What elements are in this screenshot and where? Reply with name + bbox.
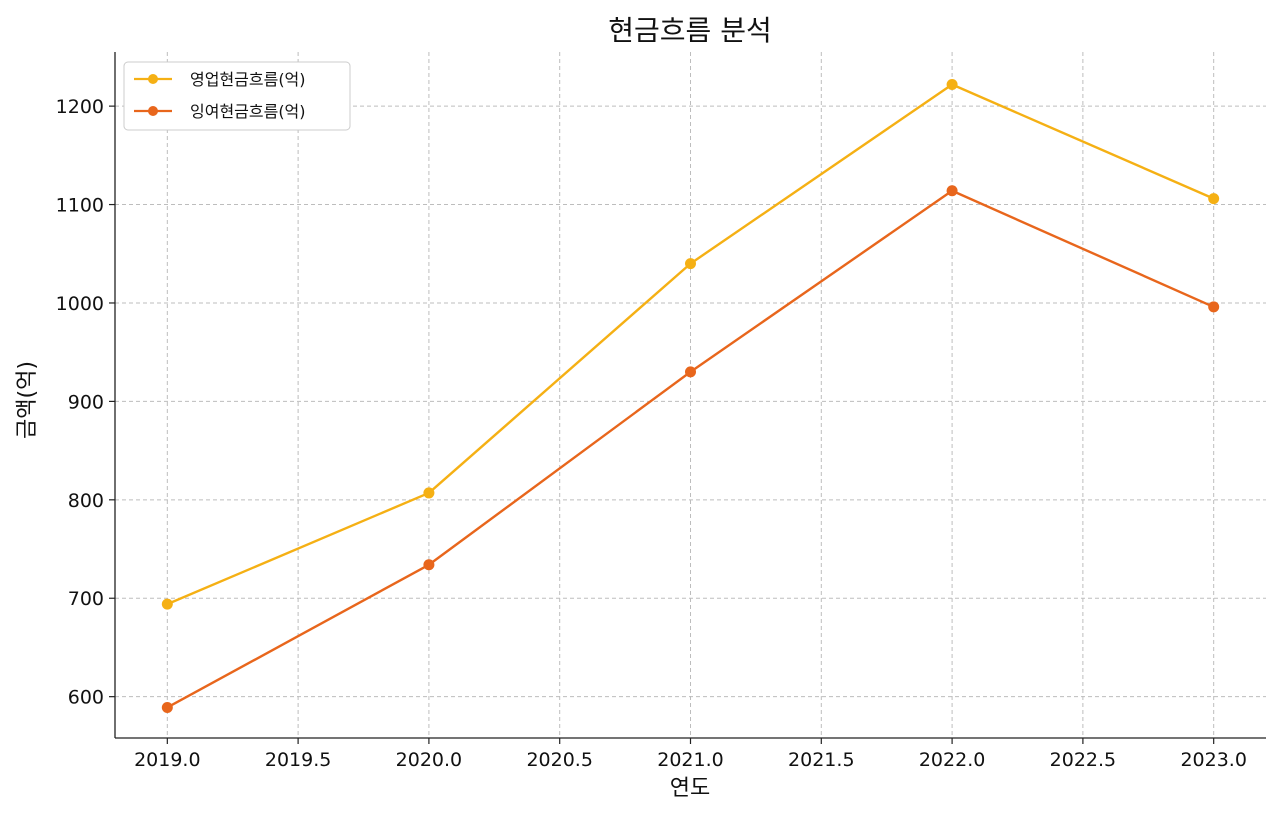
x-tick-label: 2020.5 xyxy=(526,749,592,771)
y-tick-label: 1000 xyxy=(56,293,104,315)
x-tick-label: 2022.0 xyxy=(919,749,985,771)
data-point-0 xyxy=(685,258,696,270)
chart-title: 현금흐름 분석 xyxy=(608,14,771,47)
legend-marker-free xyxy=(148,106,158,116)
data-point-0 xyxy=(161,598,173,610)
x-tick-label: 2019.0 xyxy=(134,749,200,771)
legend-box xyxy=(123,61,351,131)
legend-label-free: 잉여현금흐름(억) xyxy=(190,102,306,121)
legend-label-operating: 영업현금흐름(억) xyxy=(190,70,306,89)
data-point-1 xyxy=(685,366,696,378)
axes: 2019.0 2019.5 2020.0 2020.5 2021.0 2021.5 2022… xyxy=(56,52,1266,771)
y-tick-label: 900 xyxy=(68,391,104,413)
data-point-1 xyxy=(423,559,435,571)
y-tick-label: 1100 xyxy=(56,195,104,217)
data-point-0 xyxy=(1208,193,1220,205)
series xyxy=(161,78,1220,713)
y-tick-label: 1200 xyxy=(56,96,104,118)
x-tick-label: 2020.0 xyxy=(396,749,462,771)
data-point-1 xyxy=(946,185,958,197)
data-point-0 xyxy=(946,78,958,90)
series-line-0 xyxy=(166,83,1215,606)
legend-marker-operating xyxy=(148,74,158,84)
x-tick-label: 2019.5 xyxy=(265,749,331,771)
x-axis-label: 연도 xyxy=(670,776,710,801)
y-axis-label: 금액(억) xyxy=(15,361,40,439)
legend: 영업현금흐름(억) 잉여현금흐름(억) xyxy=(123,61,351,131)
x-tick-label: 2021.5 xyxy=(788,749,854,771)
data-point-0 xyxy=(423,487,435,499)
y-tick-label: 700 xyxy=(68,588,104,610)
x-tick-label: 2021.0 xyxy=(657,749,723,771)
data-point-1 xyxy=(1208,301,1220,313)
y-tick-label: 800 xyxy=(68,490,104,512)
data-point-1 xyxy=(161,701,173,713)
x-tick-label: 2022.5 xyxy=(1050,749,1116,771)
grid xyxy=(115,52,1266,738)
x-tick-label: 2023.0 xyxy=(1180,749,1246,771)
y-tick-label: 600 xyxy=(68,687,104,709)
labels: 현금흐름 분석 연도 금액(억) xyxy=(15,14,772,801)
